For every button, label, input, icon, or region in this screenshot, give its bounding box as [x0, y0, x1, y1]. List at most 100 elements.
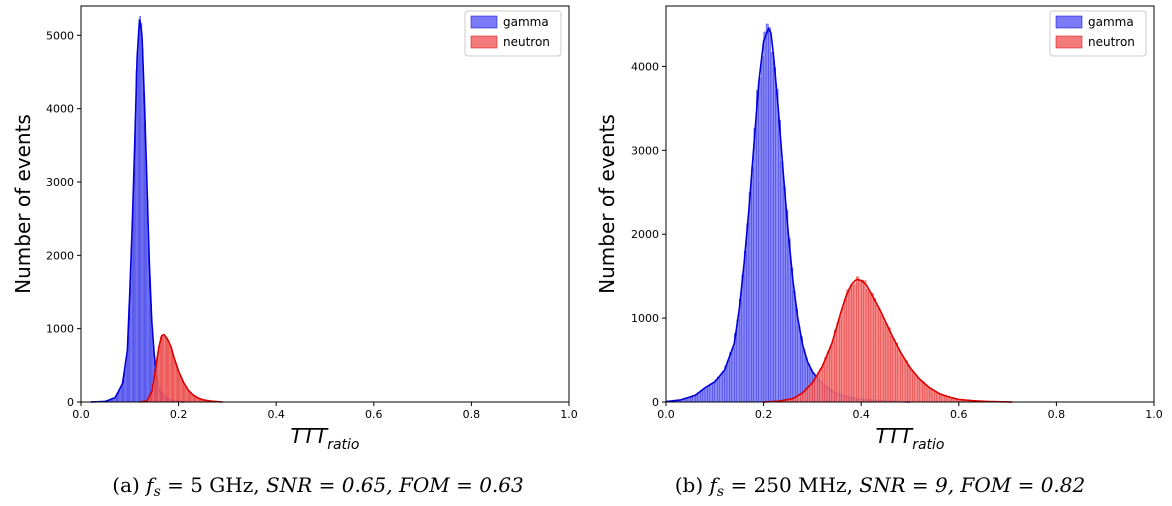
panel-a: 0 1000 2000 3000 4000 5000 0.0 0.2 0.4 0.6 0.8 1.0… [11, 5, 578, 500]
panel-b-neutron-bar [924, 384, 928, 403]
panel-b-y-tick-label: 2000 [631, 228, 659, 241]
panel-a-neutron-bar [162, 335, 165, 403]
panel-a-y-tick-label: 1000 [46, 323, 74, 336]
panel-a-neutron-bar [175, 365, 178, 403]
panel-a-x-axis-label: TTTratio [291, 424, 360, 453]
panel-a-x-axis-label-main: TTT [291, 424, 329, 448]
panel-a-y-ticks: 0 1000 2000 3000 4000 5000 [46, 29, 81, 409]
panel-b-neutron-bar [880, 315, 884, 403]
panel-a-neutron-bar [173, 359, 176, 403]
panel-b-neutron-bar [861, 279, 864, 403]
panel-a-neutron-bar [178, 373, 180, 403]
panel-b-caption: (b) fs = 250 MHz, SNR = 9, FOM = 0.82 [675, 473, 1085, 500]
panel-b-caption-fom: FOM = 0.82 [959, 473, 1085, 497]
panel-b-x-tick-label: 0.8 [1048, 408, 1066, 421]
panel-b-neutron-bar [941, 394, 945, 403]
panel-a-caption-prefix: (a) [112, 473, 146, 497]
panel-a-neutron-bar [165, 338, 167, 403]
panel-b: 0 1000 2000 3000 4000 0.0 0.2 0.4 0.6 0.8 1.0 Num… [595, 5, 1163, 500]
panel-b-legend-gamma-swatch [1055, 15, 1083, 29]
panel-b-gamma-bar [721, 371, 725, 403]
panel-a-legend-neutron-label: neutron [503, 35, 550, 49]
panel-b-neutron-bar [870, 293, 874, 403]
panel-a-x-tick-label: 0.4 [267, 408, 285, 421]
panel-b-caption-snr: SNR = 9, [859, 473, 960, 497]
panel-a-neutron-bar [183, 383, 185, 403]
panel-a-caption-fom: FOM = 0.63 [398, 473, 524, 497]
panel-b-neutron-bar [878, 309, 881, 403]
panel-b-neutron-bar [885, 324, 889, 403]
panel-b-neutron-bar [863, 280, 867, 403]
panel-b-gamma-bar [797, 326, 801, 403]
panel-b-series-neutron [763, 276, 1013, 403]
panel-b-neutron-bar [914, 374, 918, 403]
panel-b-neutron-bar [875, 305, 879, 403]
panel-b-neutron-bar [873, 298, 877, 403]
panel-a-neutron-bar [171, 349, 173, 403]
panel-b-neutron-bar [848, 287, 852, 403]
panel-b-gamma-bar [724, 365, 728, 403]
panel-a-neutron-bar [188, 390, 190, 403]
panel-b-neutron-bar [812, 381, 816, 403]
panel-b-neutron-bar [819, 368, 823, 403]
panel-b-neutron-bar [831, 340, 835, 403]
panel-b-neutron-bar [853, 283, 857, 403]
panel-b-gamma-bar [704, 386, 708, 403]
panel-b-neutron-bar [922, 381, 925, 403]
panel-b-neutron-bar [839, 316, 842, 403]
panel-b-neutron-bar [897, 349, 901, 403]
panel-b-neutron-bar [807, 386, 811, 403]
panel-a-legend-gamma-swatch [470, 15, 498, 29]
panel-b-x-ticks: 0.0 0.2 0.4 0.6 0.8 1.0 [657, 402, 1163, 421]
panel-a-gamma-bar [141, 48, 144, 403]
panel-b-neutron-bar [826, 351, 830, 403]
panel-a-neutron-bar [166, 340, 168, 403]
panel-a-y-tick-label: 2000 [46, 249, 74, 262]
panel-b-gamma-bar [787, 238, 791, 403]
panel-a-neutron-bar [168, 344, 171, 403]
panel-b-legend-neutron-swatch [1055, 35, 1083, 49]
panel-a-neutron-bar [184, 385, 187, 403]
panel-a-x-tick-label: 0.8 [463, 408, 481, 421]
panel-a-neutron-bar [177, 370, 179, 403]
panel-b-gamma-bar [792, 290, 796, 403]
panel-b-gamma-bar [741, 274, 745, 403]
panel-a-gamma-bar [136, 52, 139, 403]
panel-b-gamma-bar [785, 209, 789, 403]
panel-b-gamma-bar [775, 88, 779, 403]
panel-b-y-tick-label: 3000 [631, 144, 659, 157]
panel-b-legend-neutron-label: neutron [1088, 35, 1135, 49]
panel-b-gamma-bar [782, 186, 786, 403]
panel-b-gamma-bar [714, 379, 718, 403]
panel-b-gamma-bar [739, 298, 742, 403]
panel-b-gamma-bar [736, 319, 740, 403]
panel-b-neutron-bar [821, 364, 825, 403]
panel-b-neutron-bar [931, 389, 935, 403]
panel-b-neutron-bar [939, 393, 942, 403]
panel-b-neutron-bar [841, 307, 845, 403]
panel-a-y-tick-label: 0 [67, 396, 74, 409]
panel-a-neutron-bar [160, 337, 162, 403]
panel-b-gamma-bar [770, 52, 774, 403]
panel-b-neutron-bar [887, 327, 891, 403]
panel-a-x-tick-label: 1.0 [560, 408, 578, 421]
panel-a-neutron-bar [179, 375, 182, 403]
panel-b-gamma-bar [773, 67, 776, 403]
panel-a-gamma-bar [144, 121, 146, 403]
panel-b-neutron-bar [829, 346, 833, 403]
panel-b-neutron-bar [800, 393, 803, 403]
panel-a-neutron-bar [172, 354, 174, 403]
panel-b-gamma-bar [726, 360, 730, 403]
panel-b-x-axis-label: TTTratio [876, 424, 945, 453]
panel-b-gamma-bar [748, 192, 752, 403]
panel-b-neutron-bar [934, 391, 938, 403]
panel-a-legend-neutron-swatch [470, 35, 498, 49]
panel-b-gamma-bar [743, 250, 747, 403]
panel-b-x-tick-label: 0.4 [852, 408, 870, 421]
panel-a-neutron-kde-line [139, 333, 223, 403]
panel-b-neutron-bar [882, 321, 886, 403]
panel-a-neutron-bar [167, 340, 170, 403]
panel-b-neutron-bar [809, 384, 813, 403]
panel-b-x-tick-label: 0.6 [950, 408, 968, 421]
panel-b-neutron-bar [851, 284, 855, 403]
